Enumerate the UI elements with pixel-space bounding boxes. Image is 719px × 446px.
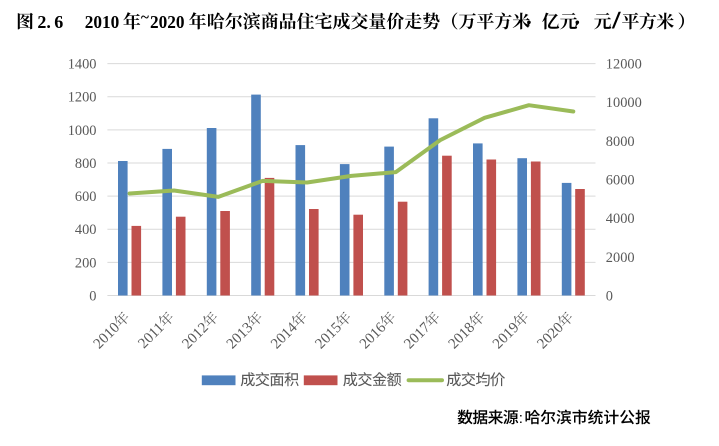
- svg-text:2020: 2020: [150, 12, 185, 32]
- svg-text:2.: 2.: [37, 12, 51, 32]
- svg-text:1200: 1200: [68, 90, 97, 106]
- svg-text:800: 800: [75, 156, 97, 172]
- svg-text:8000: 8000: [606, 134, 635, 150]
- svg-text:~: ~: [141, 9, 149, 26]
- svg-text:600: 600: [75, 189, 97, 205]
- svg-text:0: 0: [89, 288, 96, 304]
- svg-text:6000: 6000: [606, 173, 635, 189]
- svg-text:0: 0: [606, 288, 613, 304]
- svg-text::: :: [519, 410, 523, 427]
- svg-text:1400: 1400: [68, 57, 97, 73]
- svg-text:4000: 4000: [606, 211, 635, 227]
- svg-text:12000: 12000: [606, 57, 642, 73]
- svg-text:10000: 10000: [606, 95, 642, 111]
- svg-text:1000: 1000: [68, 123, 97, 139]
- svg-text:6: 6: [54, 12, 63, 32]
- svg-text:400: 400: [75, 222, 97, 238]
- svg-text:2000: 2000: [606, 250, 635, 266]
- svg-text:2010: 2010: [85, 12, 120, 32]
- svg-text:200: 200: [75, 255, 97, 271]
